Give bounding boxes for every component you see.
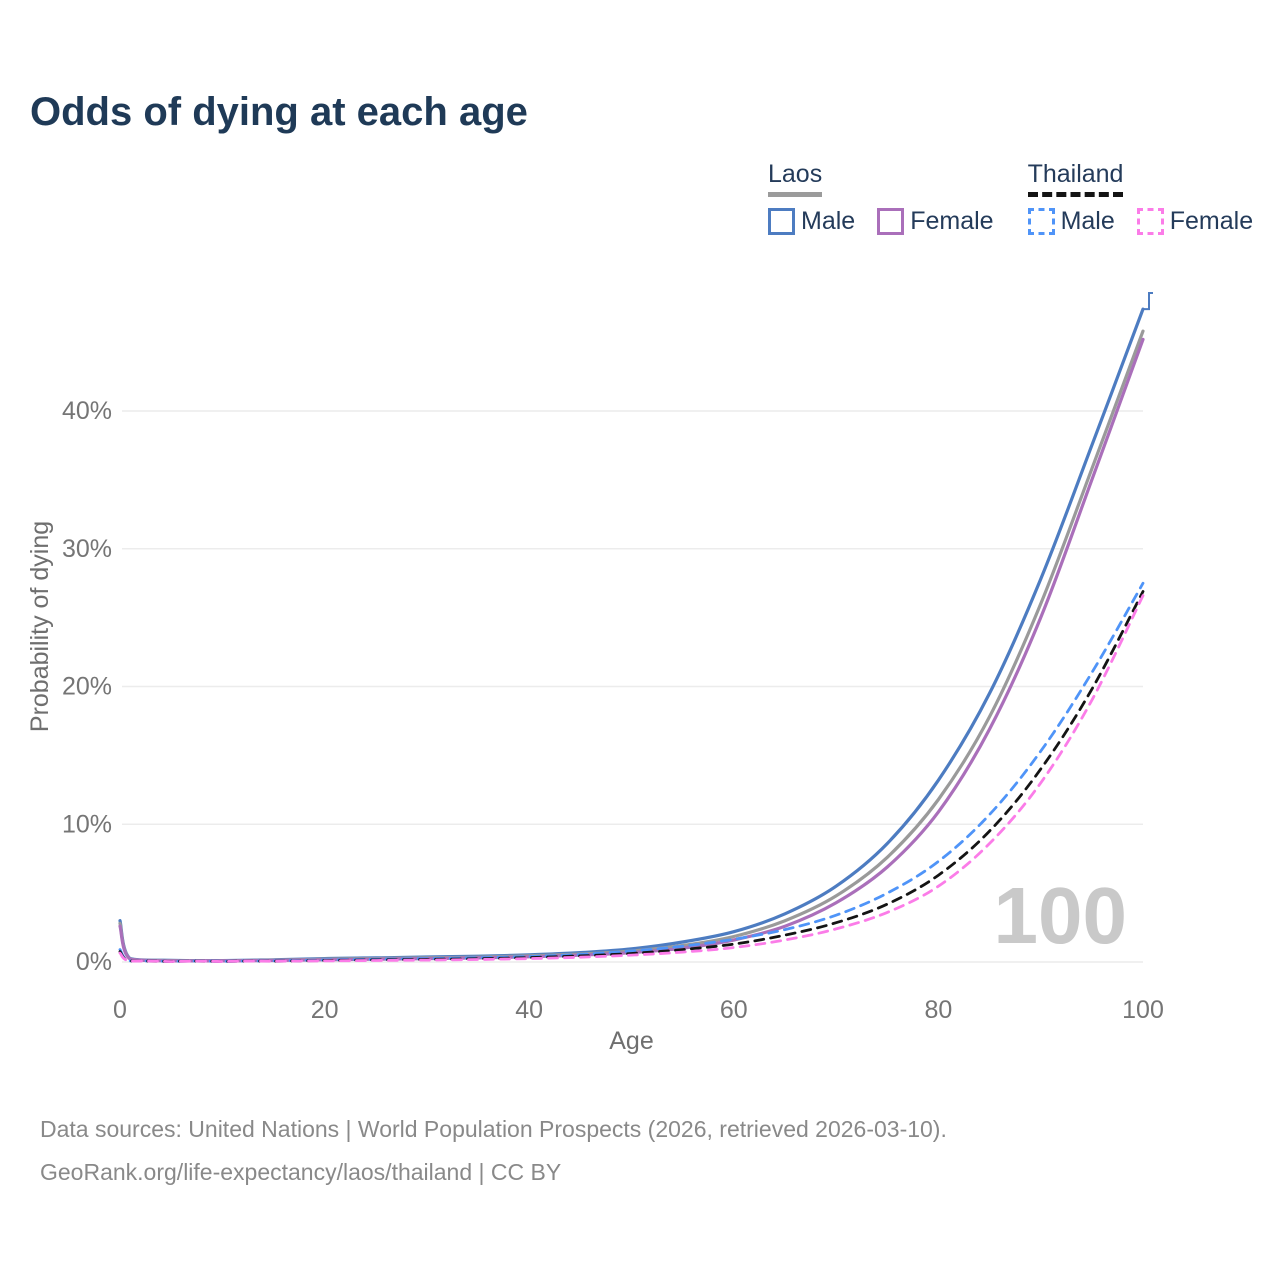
legend-country-laos: Laos: [768, 160, 823, 197]
thailand-female-swatch-icon: [1136, 208, 1164, 235]
page-title: Odds of dying at each age: [30, 90, 528, 134]
laos-female-swatch-icon: [877, 208, 905, 235]
legend-group-laos: Laos Male Female: [768, 160, 994, 236]
legend-label: Male: [1060, 207, 1115, 235]
x-tick-label: 60: [720, 996, 748, 1024]
data-source-footer: Data sources: United Nations | World Pop…: [40, 1108, 947, 1193]
legend-item-thailand-female[interactable]: Female: [1136, 207, 1254, 236]
legend-item-thailand-male[interactable]: Male: [1027, 207, 1115, 236]
legend-item-laos-male[interactable]: Male: [768, 207, 855, 236]
x-tick-label: 80: [924, 996, 952, 1024]
series-line-laos-both-sexes: [118, 329, 1145, 963]
legend-item-laos-female[interactable]: Female: [877, 207, 994, 236]
chart-legend: Laos Male Female Thailand Male Female: [768, 160, 1253, 236]
x-tick-label: 100: [1122, 996, 1164, 1024]
series-line-laos-female: [118, 337, 1145, 963]
footer-line-2: GeoRank.org/life-expectancy/laos/thailan…: [40, 1158, 562, 1185]
y-tick-label: 20%: [62, 673, 112, 701]
legend-label: Male: [801, 207, 856, 235]
footer-line-1: Data sources: United Nations | World Pop…: [40, 1116, 947, 1142]
x-tick-label: 20: [311, 996, 339, 1024]
y-tick-label: 40%: [62, 397, 112, 425]
y-tick-label: 10%: [62, 810, 112, 838]
end-connector-laos-male: [1143, 292, 1153, 311]
x-tick-label: 40: [515, 996, 543, 1024]
legend-label: Female: [910, 207, 994, 235]
series-line-thailand-female: [118, 594, 1145, 964]
legend-country-thailand: Thailand: [1027, 160, 1124, 197]
y-tick-label: 0%: [76, 948, 112, 976]
x-axis-title: Age: [609, 1027, 653, 1055]
watermark-age-label: 100: [994, 871, 1127, 960]
x-tick-label: 0: [113, 996, 127, 1024]
series-line-thailand-male: [118, 581, 1145, 963]
laos-male-swatch-icon: [768, 208, 795, 235]
series-line-laos-male: [118, 307, 1145, 963]
y-axis-title: Probability of dying: [26, 521, 54, 732]
series-line-thailand-both-sexes: [118, 590, 1145, 963]
thailand-male-swatch-icon: [1027, 208, 1055, 235]
legend-group-thailand: Thailand Male Female: [1027, 160, 1254, 236]
legend-label: Female: [1169, 207, 1254, 235]
y-tick-label: 30%: [62, 535, 112, 563]
